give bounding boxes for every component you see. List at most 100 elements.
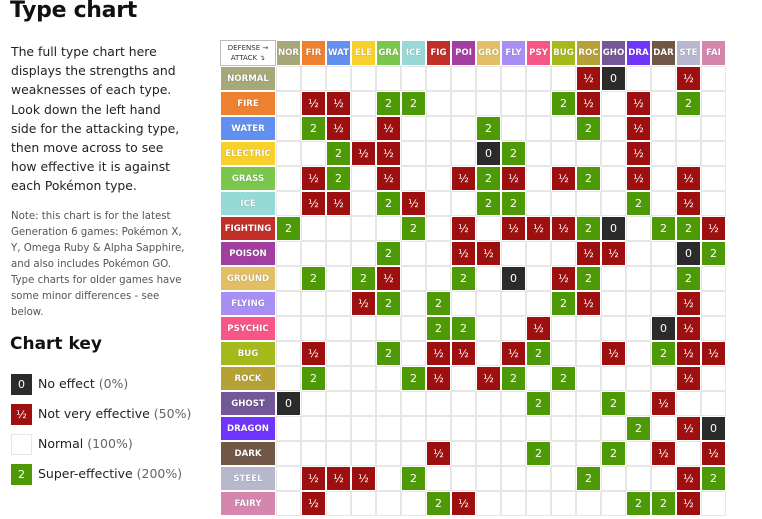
- effectiveness-cell: [526, 141, 551, 166]
- attack-row-flying: FLYING ½ 2 2 2 ½ ½: [220, 291, 726, 316]
- effectiveness-cell: ½: [376, 166, 401, 191]
- effectiveness-cell: [476, 491, 501, 516]
- attack-row-fighting: FIGHTING 2 2 ½ ½ ½ ½ 2 0 2 2 ½: [220, 216, 726, 241]
- effectiveness-cell: [301, 291, 326, 316]
- effectiveness-cell: 2: [351, 266, 376, 291]
- key-label-percent: (200%): [136, 466, 183, 481]
- effectiveness-cell: 2: [576, 266, 601, 291]
- effectiveness-cell: [476, 266, 501, 291]
- defense-type-fir: FIR: [301, 40, 326, 66]
- effectiveness-cell: [426, 216, 451, 241]
- effectiveness-cell: [376, 66, 401, 91]
- effectiveness-cell: [476, 341, 501, 366]
- effectiveness-cell: [551, 116, 576, 141]
- effectiveness-cell: 2: [426, 491, 451, 516]
- effectiveness-cell: ½: [676, 291, 701, 316]
- effectiveness-cell: [601, 166, 626, 191]
- effectiveness-cell: 2: [401, 466, 426, 491]
- effectiveness-cell: ½: [526, 216, 551, 241]
- effectiveness-cell: [551, 391, 576, 416]
- effectiveness-cell: ½: [301, 91, 326, 116]
- effectiveness-cell: [551, 441, 576, 466]
- effectiveness-cell: [276, 241, 301, 266]
- effectiveness-cell: [451, 66, 476, 91]
- effectiveness-cell: [276, 91, 301, 116]
- effectiveness-cell: ½: [501, 216, 526, 241]
- effectiveness-cell: [651, 366, 676, 391]
- effectiveness-cell: [376, 216, 401, 241]
- effectiveness-cell: 2: [326, 141, 351, 166]
- effectiveness-cell: [601, 191, 626, 216]
- effectiveness-cell: [676, 391, 701, 416]
- effectiveness-cell: [601, 91, 626, 116]
- effectiveness-cell: [601, 416, 626, 441]
- key-swatch-super-effective: 2: [11, 464, 32, 485]
- effectiveness-cell: 2: [301, 266, 326, 291]
- attack-type-psychic: PSYCHIC: [220, 316, 276, 341]
- effectiveness-cell: 2: [401, 91, 426, 116]
- attack-type-fairy: FAIRY: [220, 491, 276, 516]
- effectiveness-cell: ½: [501, 341, 526, 366]
- effectiveness-cell: ½: [576, 241, 601, 266]
- effectiveness-cell: [526, 266, 551, 291]
- effectiveness-cell: ½: [626, 141, 651, 166]
- key-label-percent: (0%): [98, 376, 129, 391]
- effectiveness-cell: [651, 141, 676, 166]
- effectiveness-cell: 2: [501, 141, 526, 166]
- effectiveness-cell: [401, 291, 426, 316]
- effectiveness-cell: ½: [326, 116, 351, 141]
- key-label-text: Normal: [38, 436, 88, 451]
- effectiveness-cell: [526, 91, 551, 116]
- effectiveness-cell: 0: [501, 266, 526, 291]
- effectiveness-cell: ½: [426, 441, 451, 466]
- effectiveness-cell: [601, 141, 626, 166]
- effectiveness-cell: [451, 416, 476, 441]
- defense-type-bug: BUG: [551, 40, 576, 66]
- effectiveness-cell: [351, 116, 376, 141]
- effectiveness-cell: [601, 291, 626, 316]
- effectiveness-cell: ½: [701, 441, 726, 466]
- effectiveness-cell: [476, 216, 501, 241]
- effectiveness-cell: [376, 366, 401, 391]
- defense-type-fig: FIG: [426, 40, 451, 66]
- effectiveness-cell: [351, 441, 376, 466]
- effectiveness-cell: [501, 291, 526, 316]
- effectiveness-cell: 2: [476, 116, 501, 141]
- effectiveness-cell: [551, 491, 576, 516]
- effectiveness-cell: [326, 291, 351, 316]
- effectiveness-cell: [276, 341, 301, 366]
- effectiveness-cell: [451, 466, 476, 491]
- effectiveness-cell: ½: [301, 166, 326, 191]
- effectiveness-cell: ½: [476, 366, 501, 391]
- effectiveness-cell: 2: [701, 241, 726, 266]
- effectiveness-cell: [526, 166, 551, 191]
- effectiveness-cell: 2: [651, 491, 676, 516]
- attack-row-electric: ELECTRIC 2 ½ ½ 0 2 ½: [220, 141, 726, 166]
- effectiveness-cell: [626, 266, 651, 291]
- effectiveness-cell: [301, 141, 326, 166]
- effectiveness-cell: ½: [451, 491, 476, 516]
- effectiveness-cell: 2: [676, 266, 701, 291]
- effectiveness-cell: [526, 466, 551, 491]
- effectiveness-cell: [701, 491, 726, 516]
- effectiveness-cell: [451, 116, 476, 141]
- effectiveness-cell: ½: [676, 166, 701, 191]
- effectiveness-cell: [426, 191, 451, 216]
- defense-type-nor: NOR: [276, 40, 301, 66]
- effectiveness-cell: [551, 241, 576, 266]
- effectiveness-cell: [401, 66, 426, 91]
- effectiveness-cell: ½: [601, 241, 626, 266]
- attack-row-ghost: GHOST 0 2 2 ½: [220, 391, 726, 416]
- effectiveness-cell: ½: [701, 341, 726, 366]
- effectiveness-cell: [651, 91, 676, 116]
- effectiveness-cell: [401, 166, 426, 191]
- attack-type-bug: BUG: [220, 341, 276, 366]
- effectiveness-cell: 2: [651, 341, 676, 366]
- attack-axis-label: ATTACK ↴: [230, 54, 266, 62]
- key-label-percent: (100%): [87, 436, 133, 451]
- effectiveness-cell: 0: [676, 241, 701, 266]
- effectiveness-cell: [351, 91, 376, 116]
- effectiveness-cell: [476, 416, 501, 441]
- effectiveness-cell: [351, 366, 376, 391]
- effectiveness-cell: [351, 66, 376, 91]
